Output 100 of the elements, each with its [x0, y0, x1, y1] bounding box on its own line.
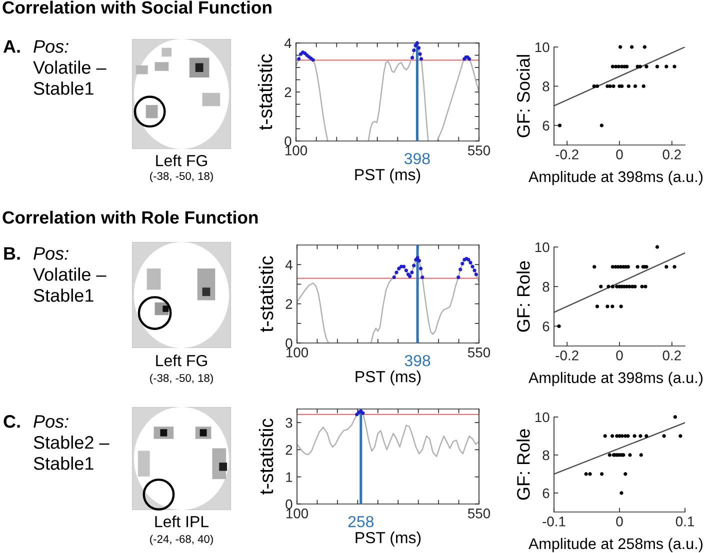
point — [600, 124, 604, 128]
y-tick-label: 8 — [542, 82, 550, 92]
point — [642, 45, 646, 49]
text: Stable2 – — [34, 436, 110, 449]
point — [664, 264, 668, 269]
x-axis-title: PST (ms) — [356, 532, 421, 546]
text: Left IPL — [155, 516, 208, 528]
point — [599, 284, 603, 288]
y-axis-title: GF: Social — [516, 55, 530, 138]
x-tick-label: 550 — [468, 146, 490, 156]
x-tick-label: 100 — [286, 348, 308, 358]
point — [626, 84, 631, 88]
point — [664, 64, 668, 68]
y-tick-label: 10 — [535, 412, 550, 422]
point — [410, 56, 414, 60]
point — [588, 472, 592, 476]
text: B. — [4, 247, 20, 260]
y-axis-title: t-statistic — [258, 256, 274, 332]
y-tick-label: 2 — [284, 87, 292, 98]
x-tick-label: 550 — [468, 348, 490, 358]
x-tick-label: 0 — [616, 350, 623, 360]
x-tick-label: -0.1 — [542, 516, 566, 526]
y-axis-title: t-statistic — [258, 54, 272, 130]
ref-line-label: 258 — [348, 516, 374, 528]
x-tick-label: -0.2 — [556, 350, 578, 360]
point — [456, 276, 460, 280]
point — [673, 415, 678, 419]
point — [640, 284, 644, 288]
point — [620, 434, 624, 438]
y-axis-title: GF: Role — [516, 429, 530, 500]
point — [644, 284, 648, 288]
y-tick-label: 1 — [286, 472, 292, 482]
point — [655, 245, 660, 249]
point — [603, 434, 607, 438]
x-axis-title: Amplitude at 398ms (a.u.) — [528, 170, 702, 186]
point — [672, 264, 676, 269]
point — [412, 48, 416, 52]
point — [616, 64, 621, 68]
point — [420, 276, 424, 280]
text: Pos: — [34, 247, 68, 260]
text: C. — [4, 415, 20, 428]
point — [662, 434, 666, 438]
point — [592, 264, 596, 269]
text: Pos: — [34, 415, 68, 428]
x-axis-title: Amplitude at 398ms (a.u.) — [528, 372, 702, 386]
point — [628, 453, 632, 457]
point — [419, 57, 424, 61]
point — [558, 124, 562, 128]
point — [297, 57, 301, 61]
point — [595, 304, 600, 308]
x-tick-label: 0 — [616, 516, 623, 526]
x-tick-label: 0.1 — [676, 516, 694, 526]
y-tick-label: 2 — [286, 299, 292, 309]
y-tick-label: 0 — [286, 499, 292, 510]
point — [624, 472, 628, 476]
point — [620, 84, 624, 88]
text: Stable1 — [34, 82, 94, 95]
point — [392, 276, 396, 280]
point — [472, 268, 476, 272]
text: Stable1 — [34, 456, 94, 470]
point — [418, 52, 422, 56]
point — [644, 64, 648, 68]
y-axis-title: GF: Role — [516, 261, 530, 332]
y-tick-label: 2 — [286, 445, 292, 455]
point — [638, 434, 642, 438]
point — [415, 41, 420, 45]
point — [672, 64, 676, 68]
y-tick-label: 0 — [286, 338, 292, 348]
point — [606, 304, 610, 308]
point — [644, 434, 648, 438]
y-tick-label: 0 — [284, 136, 292, 146]
point — [619, 304, 623, 308]
point — [417, 258, 421, 263]
point — [642, 84, 646, 88]
point — [610, 284, 615, 288]
point — [557, 324, 561, 328]
point — [610, 304, 614, 308]
x-axis-title: PST (ms) — [355, 168, 420, 184]
point — [608, 453, 612, 457]
point — [639, 453, 643, 457]
point — [458, 268, 462, 272]
text: (-38, -50, 18) — [150, 172, 213, 182]
text: Pos: — [34, 40, 68, 53]
point — [633, 284, 637, 288]
point — [592, 84, 596, 88]
text: Correlation with Role Function — [2, 210, 258, 224]
point — [460, 262, 464, 266]
y-tick-label: 10 — [535, 42, 550, 52]
x-tick-label: 100 — [285, 146, 308, 156]
point — [416, 46, 421, 50]
x-tick-label: -0.2 — [556, 150, 578, 160]
y-tick-label: 8 — [542, 450, 550, 460]
x-axis-title: PST (ms) — [356, 370, 421, 386]
point — [595, 84, 600, 88]
point — [404, 268, 408, 272]
ref-line-label: 398 — [404, 152, 430, 164]
point — [600, 472, 604, 476]
point — [412, 264, 416, 268]
point — [655, 64, 660, 68]
point — [618, 45, 622, 49]
